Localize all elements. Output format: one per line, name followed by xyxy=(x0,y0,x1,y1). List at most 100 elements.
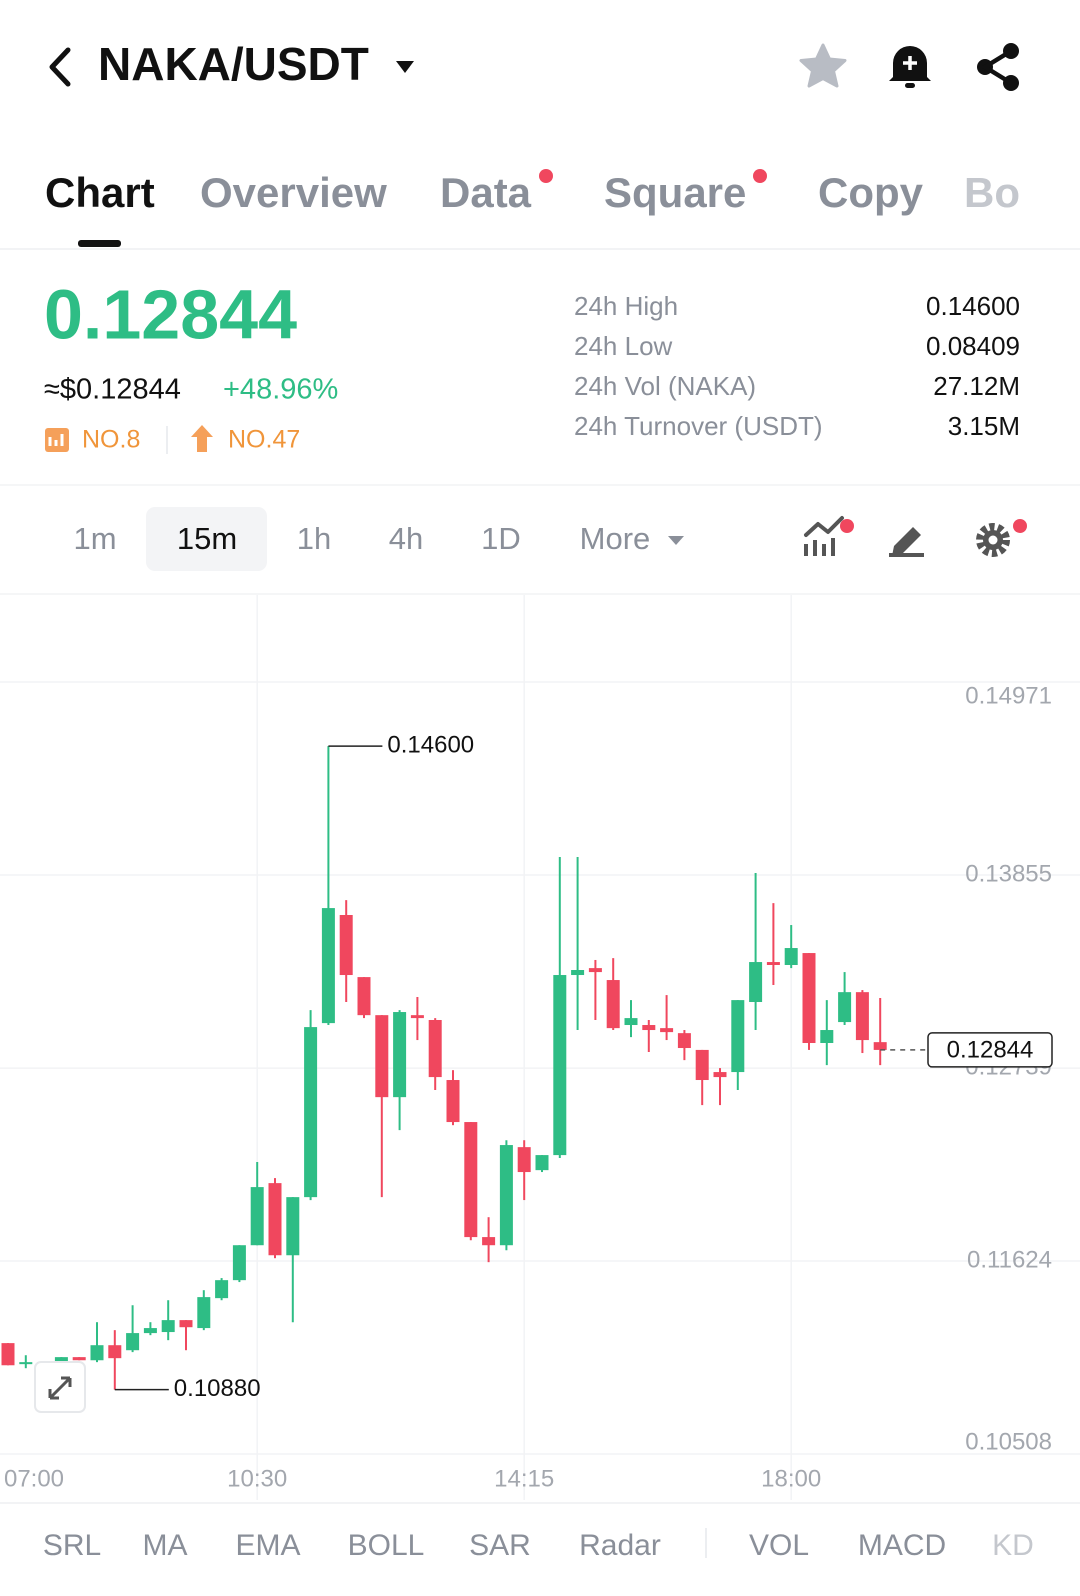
more-caret[interactable] xyxy=(668,536,684,545)
candle-body xyxy=(197,1297,211,1329)
indicator[interactable]: EMA xyxy=(235,1529,300,1562)
interval[interactable]: 1h xyxy=(297,521,331,556)
candle-body xyxy=(482,1237,496,1246)
stat-value: 27.12M xyxy=(933,371,1020,401)
candle-body xyxy=(304,1027,318,1198)
fullscreen-button[interactable] xyxy=(34,1361,86,1413)
hot-rank[interactable]: NO.8 xyxy=(82,426,140,454)
stat-label: 24h Turnover (USDT) xyxy=(574,411,823,441)
gain-rank[interactable]: NO.47 xyxy=(228,426,300,454)
interval[interactable]: 1m xyxy=(73,521,116,556)
indicator[interactable]: KD xyxy=(992,1529,1034,1562)
tab-badge xyxy=(539,169,553,183)
favorite-icon[interactable] xyxy=(799,43,847,88)
interval-selected-bg xyxy=(146,507,267,571)
indicator[interactable]: MA xyxy=(143,1529,188,1562)
candle-body xyxy=(179,1320,193,1328)
candle-body xyxy=(802,953,816,1044)
indicator-bar: SRL MA EMA BOLL SAR Radar VOL MACD KD xyxy=(43,1529,1034,1562)
hot-rank-icon xyxy=(45,428,69,452)
candle-body xyxy=(464,1122,478,1238)
last-price-tag xyxy=(927,1032,1053,1068)
interval-bar: 1m 15m 1h 4h 1D More xyxy=(73,521,650,556)
tab[interactable]: Chart xyxy=(45,169,155,216)
tab-badge xyxy=(753,169,767,183)
candle-body xyxy=(873,1042,887,1050)
indicator[interactable]: SAR xyxy=(469,1529,531,1562)
candle-body xyxy=(571,970,585,976)
last-price: 0.12844 xyxy=(44,275,297,353)
stat-label: 24h Low xyxy=(574,331,673,361)
candle-body xyxy=(357,977,371,1016)
price-change: +48.96% xyxy=(223,374,338,406)
candle-body xyxy=(517,1147,531,1173)
candle-body xyxy=(446,1080,460,1123)
tab[interactable]: Overview xyxy=(200,169,387,216)
kline-chart[interactable]: 0.105080.116240.127390.138550.1497107:00… xyxy=(0,595,1080,1500)
back-button[interactable] xyxy=(49,47,71,87)
candle-body xyxy=(215,1280,229,1299)
y-tick-label: 0.14971 xyxy=(965,682,1052,709)
indicator[interactable]: MACD xyxy=(858,1529,946,1562)
candle-body xyxy=(660,1028,674,1033)
candle-body xyxy=(428,1019,442,1078)
candle-body xyxy=(339,915,353,976)
candle-body xyxy=(72,1357,86,1361)
candle-body xyxy=(393,1012,407,1098)
candle-body xyxy=(268,1183,282,1256)
candle-body xyxy=(553,975,567,1156)
max-label: 0.14600 xyxy=(387,732,474,759)
candle-body xyxy=(588,968,602,973)
candle-body xyxy=(250,1187,264,1246)
indicator[interactable]: SRL xyxy=(43,1529,101,1562)
interval[interactable]: More xyxy=(580,521,651,556)
candle-body xyxy=(677,1033,691,1049)
pair-dropdown[interactable] xyxy=(396,61,414,73)
indicator[interactable]: VOL xyxy=(749,1529,809,1562)
divider xyxy=(0,484,1080,486)
indicator-tool[interactable] xyxy=(804,516,854,556)
candle-body xyxy=(838,992,852,1023)
tab[interactable]: Copy xyxy=(818,169,924,216)
divider xyxy=(0,593,1080,595)
tab[interactable]: Data xyxy=(440,169,532,216)
candle-body xyxy=(695,1049,709,1081)
interval[interactable]: 4h xyxy=(389,521,423,556)
indicator[interactable]: Radar xyxy=(579,1529,661,1562)
candle-body xyxy=(1,1343,15,1366)
indicator[interactable]: BOLL xyxy=(348,1529,425,1562)
last-price-label: 0.12844 xyxy=(947,1036,1034,1063)
tab[interactable]: Square xyxy=(604,169,746,216)
interval[interactable]: 15m xyxy=(177,521,237,556)
x-tick-label: 18:00 xyxy=(761,1465,821,1492)
x-tick-label: 14:15 xyxy=(494,1465,554,1492)
pair-title[interactable]: NAKA/USDT xyxy=(98,38,369,90)
candle-body xyxy=(642,1025,656,1031)
x-tick-label: 07:00 xyxy=(4,1465,64,1492)
divider xyxy=(166,426,168,454)
settings-tool[interactable] xyxy=(976,519,1027,557)
y-tick-label: 0.11624 xyxy=(967,1246,1052,1273)
stat-value: 0.08409 xyxy=(926,331,1020,361)
min-label: 0.10880 xyxy=(174,1375,261,1402)
candle-body xyxy=(375,1015,389,1098)
candle-body xyxy=(286,1197,300,1256)
candle-body xyxy=(126,1333,140,1351)
candle-body xyxy=(855,992,869,1041)
tab[interactable]: Bo xyxy=(964,169,1020,216)
candle-body xyxy=(820,1030,834,1044)
draw-tool[interactable] xyxy=(889,527,924,557)
gain-rank-icon xyxy=(191,425,213,452)
stat-label: 24h High xyxy=(574,291,678,321)
candle-body xyxy=(19,1362,33,1365)
candle-body xyxy=(499,1145,513,1246)
candle-body xyxy=(321,908,335,1024)
interval[interactable]: 1D xyxy=(481,521,521,556)
alert-icon[interactable] xyxy=(889,46,931,88)
tab-indicator xyxy=(78,240,121,247)
share-icon[interactable] xyxy=(977,43,1019,91)
candle-body xyxy=(749,962,763,1003)
candle-body xyxy=(624,1018,638,1026)
y-tick-label: 0.10508 xyxy=(965,1428,1052,1455)
